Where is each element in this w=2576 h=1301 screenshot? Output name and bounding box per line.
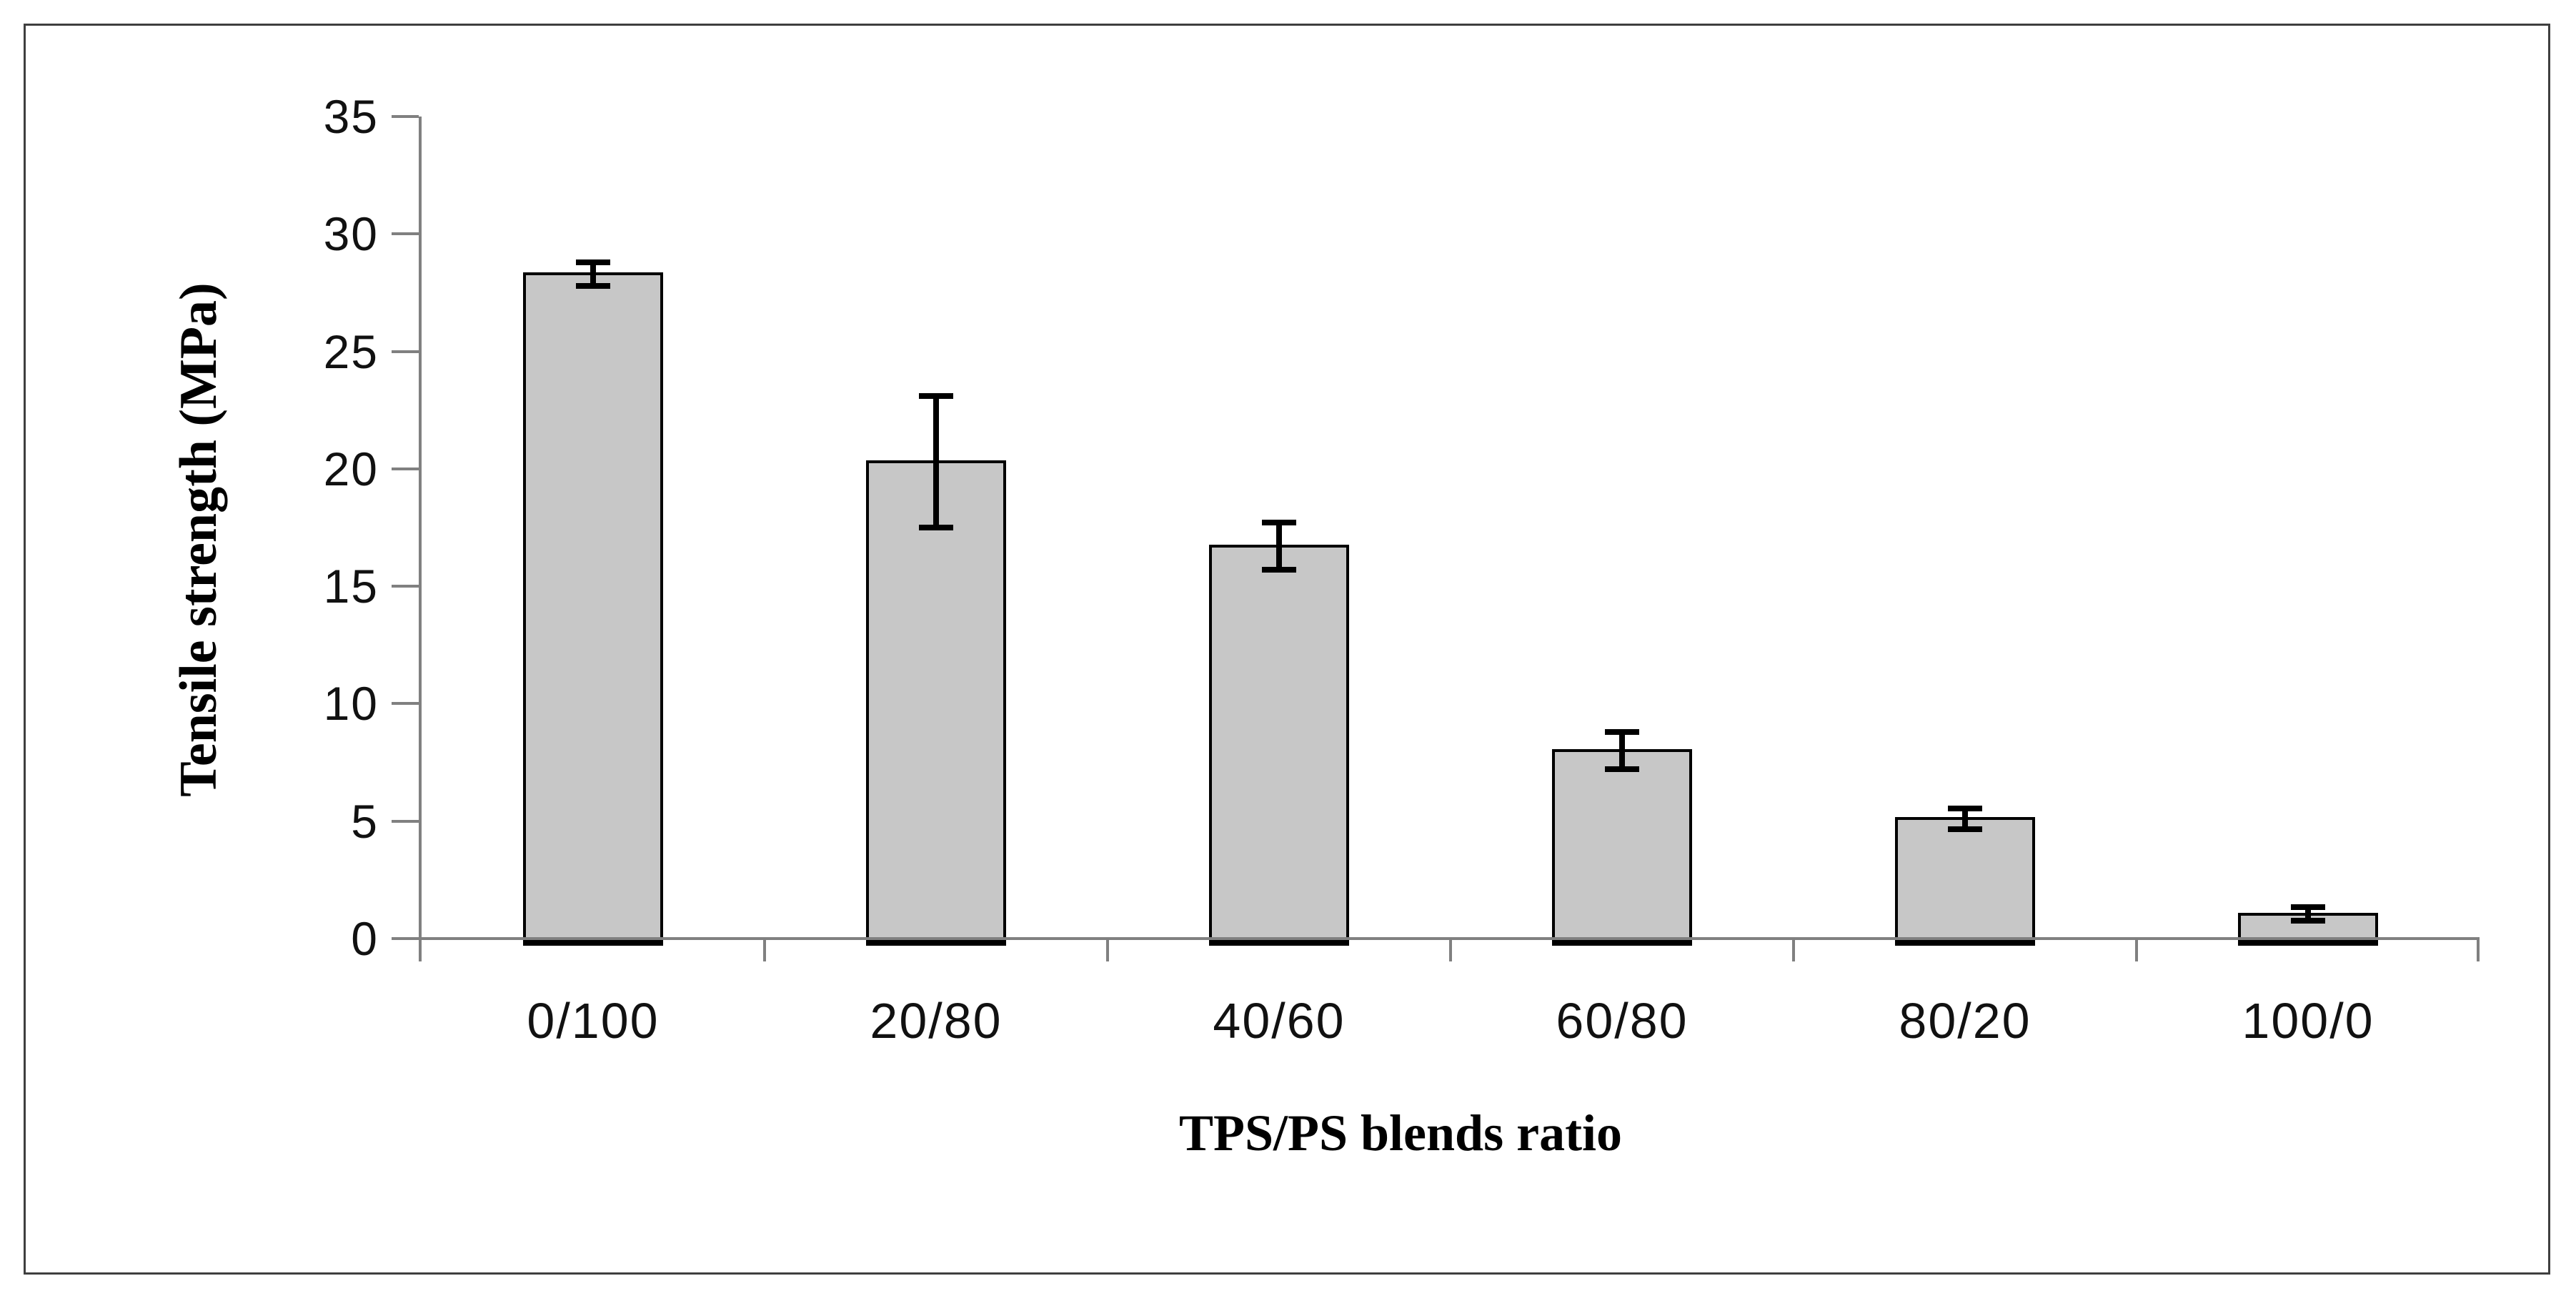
y-tick-label: 5 [351, 794, 379, 848]
y-axis-line [419, 117, 422, 961]
x-axis-end-tick [2477, 939, 2480, 961]
y-tick-label: 20 [323, 442, 379, 495]
error-bar-cap-top [1262, 520, 1296, 526]
bar [866, 460, 1006, 946]
x-axis-title: TPS/PS blends ratio [1178, 1104, 1623, 1162]
y-axis-tick [392, 350, 419, 353]
bar [523, 272, 663, 946]
y-axis-tick [392, 702, 419, 706]
error-bar-line [933, 396, 939, 528]
x-tick-label: 40/60 [1213, 993, 1346, 1049]
y-tick-label: 10 [323, 677, 379, 731]
bar [1895, 817, 2035, 946]
error-bar-cap-bottom [919, 525, 953, 530]
error-bar-cap-top [1605, 728, 1639, 735]
error-bar-cap-top [1948, 805, 1982, 811]
x-axis-tick [1792, 939, 1795, 961]
y-tick-label: 30 [323, 207, 379, 261]
y-axis-tick [392, 115, 419, 118]
x-tick-label: 100/0 [2242, 993, 2374, 1049]
x-tick-label: 80/20 [1899, 993, 2032, 1049]
y-tick-label: 35 [323, 90, 379, 143]
x-tick-label: 0/100 [527, 993, 660, 1049]
error-bar-cap-top [2291, 904, 2325, 910]
bar [1552, 749, 1692, 946]
error-bar-line [1619, 731, 1625, 770]
x-axis-tick [763, 939, 766, 961]
error-bar-line [590, 262, 596, 286]
y-axis-tick [392, 937, 419, 940]
error-bar-cap-bottom [1948, 826, 1982, 833]
error-bar-cap-bottom [1605, 766, 1639, 773]
y-axis-tick [392, 819, 419, 823]
y-tick-label: 25 [323, 325, 379, 378]
error-bar-line [1276, 523, 1282, 570]
x-axis-tick [1449, 939, 1452, 961]
x-axis-tick [1106, 939, 1109, 961]
bar [1209, 545, 1349, 946]
y-axis-tick [392, 232, 419, 236]
error-bar-cap-top [576, 259, 610, 265]
error-bar-cap-bottom [2291, 918, 2325, 924]
x-axis-tick [2135, 939, 2138, 961]
error-bar-cap-bottom [576, 282, 610, 289]
error-bar-cap-top [919, 393, 953, 399]
y-axis-tick [392, 467, 419, 470]
y-tick-label: 0 [351, 912, 379, 965]
y-tick-label: 15 [323, 560, 379, 613]
x-axis-line [422, 937, 2480, 940]
error-bar-line [2305, 906, 2311, 921]
figure-border [24, 24, 2550, 1275]
y-axis-tick [392, 585, 419, 588]
x-tick-label: 60/80 [1556, 993, 1689, 1049]
error-bar-line [1962, 808, 1968, 830]
error-bar-cap-bottom [1262, 567, 1296, 573]
y-axis-title: Tensile strength (MPa) [169, 282, 228, 797]
x-tick-label: 20/80 [870, 993, 1003, 1049]
